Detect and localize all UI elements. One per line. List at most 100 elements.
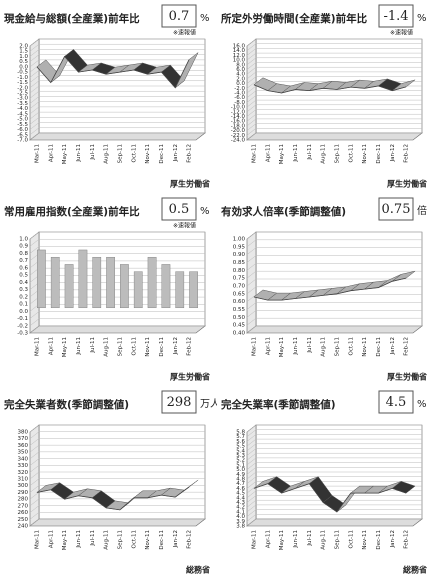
chart-panel: 有効求人倍率(季節調整値) 0.75 倍 1.000.95 0.90 0.85 0.80 0.… [221,197,427,382]
y-tick-label: 0.5 [19,273,28,279]
y-tick-label: 4.6 [236,486,245,492]
x-tick-label: Feb-12 [187,144,193,163]
y-tick-label: 0.40 [233,331,246,337]
tick-mark [246,310,257,318]
y-tick-label: 0.1 [19,302,28,308]
tick-mark [29,246,40,254]
y-tick-label: 4.0 [236,514,245,520]
y-tick-label: 0.60 [233,299,246,305]
x-tick-label: Sep-11 [117,337,123,356]
bar [161,264,171,309]
tick-mark [246,104,257,112]
headline-value: 4.5 [386,395,407,410]
tick-mark [246,52,257,61]
tick-mark [246,43,257,51]
x-tick-label: Feb-12 [187,530,193,549]
tick-mark [29,438,40,446]
floor [29,325,206,334]
tick-mark [29,465,40,473]
y-tick-label: -0.5 [17,70,28,76]
y-tick-label: 350 [18,450,29,456]
chart-title: 完全失業率(季節調整値) [221,398,336,411]
x-tick-label: Jun-11 [293,530,299,549]
x-tick-label: Nov-11 [362,530,368,550]
y-tick-label: -7.0 [17,138,28,144]
x-tick-label: Nov-11 [362,144,368,164]
tick-mark [246,81,257,89]
bar [133,271,143,309]
source: 厚生労働省 [387,372,427,382]
tick-mark [246,90,257,98]
tick-mark [246,481,257,489]
y-tick-label: 0.70 [233,284,246,290]
tick-mark [246,48,257,56]
floor [29,132,206,141]
x-tick-label: Oct-11 [131,144,137,163]
y-tick-label: 240 [18,524,29,530]
line [36,55,190,89]
y-tick-label: 4.0 [236,72,245,78]
y-tick-label: 360 [18,443,29,449]
y-tick-label: 380 [18,430,29,436]
bar [92,256,102,309]
tick-mark [246,518,257,527]
headline-value: 0.7 [169,9,190,24]
tick-mark [29,424,40,433]
chart-panel: 現金給与総額(全産業)前年比 0.7 % ※速報値 2.01.51.00.50.0-0.… [4,4,210,189]
x-tick-label: Dec-11 [376,530,382,550]
x-tick-label: Jun-11 [293,337,299,356]
tick-mark [29,478,40,486]
source: 厚生労働省 [170,179,210,189]
headline-unit: % [417,399,427,410]
y-tick-label: 2.0 [19,44,28,50]
x-tick-label: Feb-12 [404,337,410,356]
y-tick-label: -10.0 [231,105,246,111]
chart-panel: 完全失業者数(季節調整値) 298 万人3803703603503403303203… [4,390,217,575]
y-tick-label: -5.5 [17,122,28,128]
y-tick-label: 2.0 [236,76,245,82]
line [253,277,407,301]
tick-mark [29,311,40,319]
x-tick-label: Apr-11 [48,337,54,355]
x-tick-label: Jan-12 [390,144,396,162]
x-tick-label: Dec-11 [376,144,382,164]
chart-title: 有効求人倍率(季節調整値) [221,205,346,218]
headline-unit: 万人 [200,398,217,410]
x-tick-label: Jul-11 [307,144,313,161]
y-tick-label: 0.4 [19,280,28,286]
note: ※速報値 [173,29,196,37]
x-tick-label: Dec-11 [159,337,165,357]
y-tick-label: 0.0 [19,64,28,70]
y-tick-label: 310 [18,477,29,483]
y-tick-label: -3.0 [17,96,28,102]
tick-mark [246,453,257,461]
x-tick-label: Aug-11 [104,144,110,164]
tick-mark [29,85,40,94]
tick-mark [246,424,257,433]
tick-mark [246,255,257,263]
y-tick-label: 8.0 [236,62,245,68]
x-tick-label: Apr-11 [265,337,271,355]
y-tick-label: -0.3 [17,331,28,337]
tick-mark [246,462,257,470]
tick-mark [246,38,257,47]
y-tick-label: 300 [18,483,29,489]
y-tick-label: -2.0 [234,86,245,92]
bar [106,256,115,309]
tick-mark [246,247,257,255]
y-tick-label: -6.0 [17,127,28,133]
bar [37,249,46,309]
x-tick-label: Oct-11 [131,530,137,549]
floor [246,325,423,334]
y-tick-label: -0.1 [17,316,28,322]
bar [120,264,129,309]
x-tick-label: Aug-11 [321,337,327,357]
floor [29,518,206,527]
tick-mark [246,71,257,80]
chart-title: 常用雇用指数(全産業)前年比 [4,205,140,218]
tick-mark [29,49,40,57]
x-tick-label: Apr-11 [265,144,271,162]
chart-title: 完全失業者数(季節調整値) [4,398,129,411]
y-tick-label: -0.2 [17,323,28,329]
